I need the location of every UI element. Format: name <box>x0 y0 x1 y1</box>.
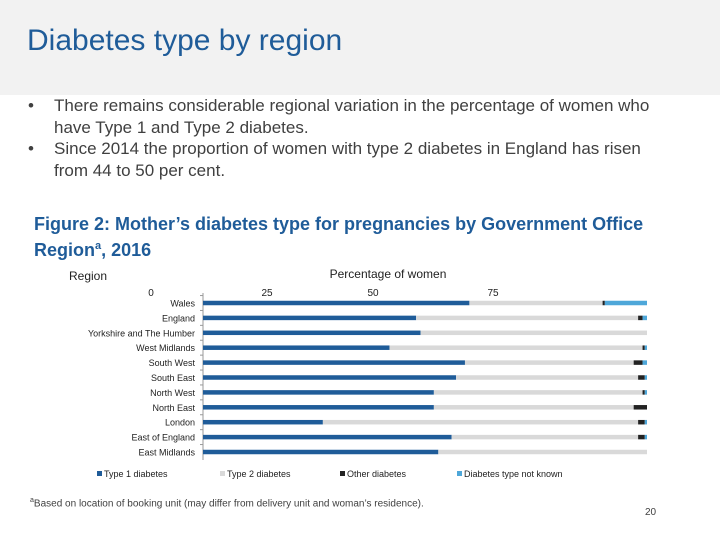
bar-segment <box>203 375 457 380</box>
category-label: North West <box>150 388 195 398</box>
bar-segment <box>604 300 647 306</box>
bar-segment <box>203 315 417 321</box>
x-tick-label: 50 <box>367 288 379 299</box>
bar-segment <box>203 360 465 365</box>
category-label: South West <box>149 358 196 368</box>
category-label: North East <box>152 403 195 413</box>
footnote-text: Based on location of booking unit (may d… <box>33 498 424 510</box>
figure-title-suffix: , 2016 <box>101 240 152 260</box>
bar-segment <box>642 315 647 321</box>
category-label: Wales <box>170 299 195 309</box>
bar-segment <box>322 419 639 425</box>
bar-segment <box>644 419 647 425</box>
header-band <box>0 0 720 95</box>
y-axis-title: Region <box>69 269 107 283</box>
bar-segment <box>438 449 647 455</box>
bullet-item: • There remains considerable regional var… <box>28 95 668 138</box>
figure-title-text: Figure 2: Mother’s diabetes type for pre… <box>34 214 644 260</box>
x-tick-label: 25 <box>261 288 273 299</box>
bar-segment <box>451 434 639 440</box>
bar-segment <box>456 375 639 380</box>
bar-segment <box>203 419 323 425</box>
bar-segment <box>644 345 647 350</box>
bullet-item: • Since 2014 the proportion of women with… <box>28 138 668 181</box>
figure-title: Figure 2: Mother’s diabetes type for pre… <box>34 213 674 261</box>
bar-segment <box>203 300 470 306</box>
bar-segment <box>642 390 645 395</box>
bar-segment <box>203 345 390 350</box>
bar-segment <box>644 375 647 380</box>
bar-segment <box>602 300 605 306</box>
bar-segment <box>389 345 643 350</box>
bar-segment <box>638 375 645 380</box>
bar-segment <box>420 330 647 336</box>
legend-swatch <box>340 471 345 476</box>
bar-segment <box>433 390 643 395</box>
slide-title: Diabetes type by region <box>27 24 343 57</box>
category-label: England <box>162 313 195 323</box>
x-tick-label: 75 <box>487 288 499 299</box>
figure-title-sup: a <box>95 240 102 252</box>
bullet-dot: • <box>28 96 34 115</box>
x-axis-title: Percentage of women <box>330 267 447 281</box>
footnote: aBased on location of booking unit (may … <box>30 497 424 509</box>
category-label: East Midlands <box>138 448 195 458</box>
category-label: East of England <box>131 433 195 443</box>
bar-segment <box>203 405 434 410</box>
bar-segment <box>203 434 452 440</box>
bullet-list: • There remains considerable regional var… <box>28 95 668 181</box>
bullet-dot: • <box>28 139 34 158</box>
bar-segment <box>464 360 634 365</box>
bar-segment <box>642 360 647 365</box>
bar-segment <box>644 434 647 440</box>
legend-swatch <box>457 471 462 476</box>
bar-segment <box>644 390 647 395</box>
page-number: 20 <box>645 507 657 518</box>
bar-segment <box>642 345 645 350</box>
category-label: West Midlands <box>136 343 195 353</box>
bullet-text: Since 2014 the proportion of women with … <box>54 139 641 180</box>
bar-segment <box>469 300 603 306</box>
category-label: London <box>165 418 195 428</box>
legend-label: Type 2 diabetes <box>227 469 291 479</box>
legend-label: Other diabetes <box>347 469 407 479</box>
legend-label: Diabetes type not known <box>464 469 563 479</box>
legend-swatch <box>97 471 102 476</box>
bar-segment <box>203 390 434 395</box>
bullet-text: There remains considerable regional vari… <box>54 96 650 137</box>
bar-segment <box>633 360 643 365</box>
bar-segment <box>433 405 634 410</box>
bar-segment <box>633 405 647 410</box>
bar-segment <box>416 315 639 321</box>
bar-segment <box>203 330 421 336</box>
footnote-marker: a <box>30 497 34 504</box>
x-tick-label: 0 <box>148 288 154 299</box>
category-label: Yorkshire and The Humber <box>88 328 195 338</box>
legend-label: Type 1 diabetes <box>104 469 168 479</box>
bar-segment <box>638 419 645 425</box>
bar-segment <box>203 449 439 455</box>
legend-swatch <box>220 471 225 476</box>
bar-segment <box>638 315 643 321</box>
category-label: South East <box>151 373 196 383</box>
bar-segment <box>638 434 645 440</box>
